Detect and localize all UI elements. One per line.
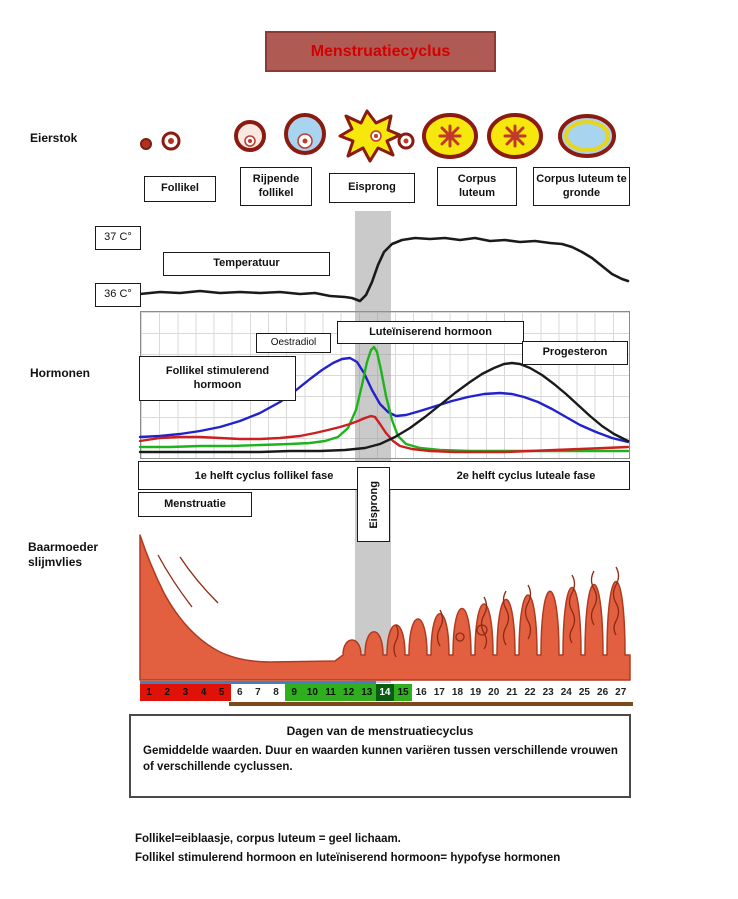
ovulation-vertical-label-box: Eisprong [357,467,390,542]
uterine-lining-shape [139,534,631,681]
progesteron-label: Progesteron [522,341,628,365]
day-cell: 22 [524,687,536,698]
day-cell: 27 [615,687,627,698]
diagram-title-box: Menstruatiecyclus [265,31,496,72]
menstruation-label: Menstruatie [138,492,252,517]
stage-label-corpus-luteum: Corpus luteum [437,167,517,206]
day-cell: 25 [578,687,590,698]
released-egg-icon [397,132,415,150]
uterine-gland-squiggles [157,554,620,658]
day-cell: 24 [560,687,572,698]
uterus-label-line2: slijmvlies [28,555,83,569]
primary-follicle-icon [140,138,152,150]
corpus-luteum-late-icon [487,113,543,159]
ovary-stages-illustration [140,109,616,163]
footnotes: Follikel=eiblaasje, corpus luteum = geel… [135,830,560,868]
secondary-follicle-icon [234,120,266,152]
day-cell: 21 [506,687,518,698]
day-cell: 17 [433,687,445,698]
day-cell: 2 [158,684,177,701]
day-cell: 14 [375,684,394,701]
stage-label-eisprong: Eisprong [329,173,415,203]
lh-label: Luteïniserend hormoon [337,321,524,344]
mature-follicle-icon [284,113,326,155]
ovulation-burst-icon [338,109,402,163]
day-cell: 18 [451,687,464,698]
day-cell: 12 [339,684,358,701]
temp-tick-36: 36 C° [95,283,141,307]
day-cell: 13 [357,684,376,701]
fsh-label: Follikel stimulerend hormoon [139,356,296,401]
uterus-section-label: Baarmoeder slijmvlies [28,540,98,570]
info-box-title: Dagen van de menstruatiecyclus [286,724,474,738]
footnote-line1: Follikel=eiblaasje, corpus luteum = geel… [135,833,401,845]
follicular-phase-bar [140,681,376,684]
temp-tick-37: 37 C° [95,226,141,250]
phase-second-half-label: 2e helft cyclus luteale fase [456,469,596,482]
hormones-section-label: Hormonen [30,366,90,380]
growing-follicle-icon [161,131,181,151]
day-cell: 20 [488,687,500,698]
day-cell: 11 [321,684,340,701]
diagram-title: Menstruatiecyclus [310,42,451,60]
stage-label-follikel: Follikel [144,176,216,202]
info-box: Dagen van de menstruatiecyclus Gemiddeld… [129,714,631,798]
post-menstruation-bar [229,702,633,706]
day-cell: 15 [393,684,413,701]
day-cell: 4 [194,684,213,701]
footnote-line2: Follikel stimulerend hormoon en luteïnis… [135,852,561,864]
oestradiol-label: Oestradiol [256,333,331,353]
corpus-luteum-degenerating-icon [558,114,616,158]
day-cell: 7 [255,687,261,698]
day-cell: 9 [285,684,304,701]
ovary-section-label: Eierstok [30,131,78,145]
day-cell: 5 [212,684,231,701]
ovulation-vertical-label: Eisprong [367,480,380,529]
day-strip: 1 2 3 4 5 6 7 8 9 10 11 12 13 14 15 16 17 18 19 20 21 22 23 24 2… [140,684,630,701]
phase-first-half-label: 1e helft cyclus follikel fase [194,469,334,482]
stage-label-rijpende-follikel: Rijpende follikel [240,167,312,206]
day-cell: 16 [415,687,427,698]
day-cell: 23 [542,687,554,698]
info-box-line2: of verschillende cyclussen. [143,761,293,773]
stage-label-corpus-luteum-te-gronde: Corpus luteum te gronde [533,167,630,206]
uterine-lining-illustration [139,534,631,681]
temperature-label: Temperatuur [163,252,330,276]
day-cell: 8 [273,687,279,698]
day-cell: 3 [176,684,195,701]
uterus-label-line1: Baarmoeder [28,540,99,554]
day-cell: 6 [236,687,243,698]
day-cell: 10 [303,684,322,701]
day-cell: 19 [470,687,482,698]
corpus-luteum-icon [422,113,478,159]
info-box-line1: Gemiddelde waarden. Duur en waarden kunn… [143,745,618,757]
day-cell: 1 [140,684,159,701]
day-cell: 26 [597,687,609,698]
